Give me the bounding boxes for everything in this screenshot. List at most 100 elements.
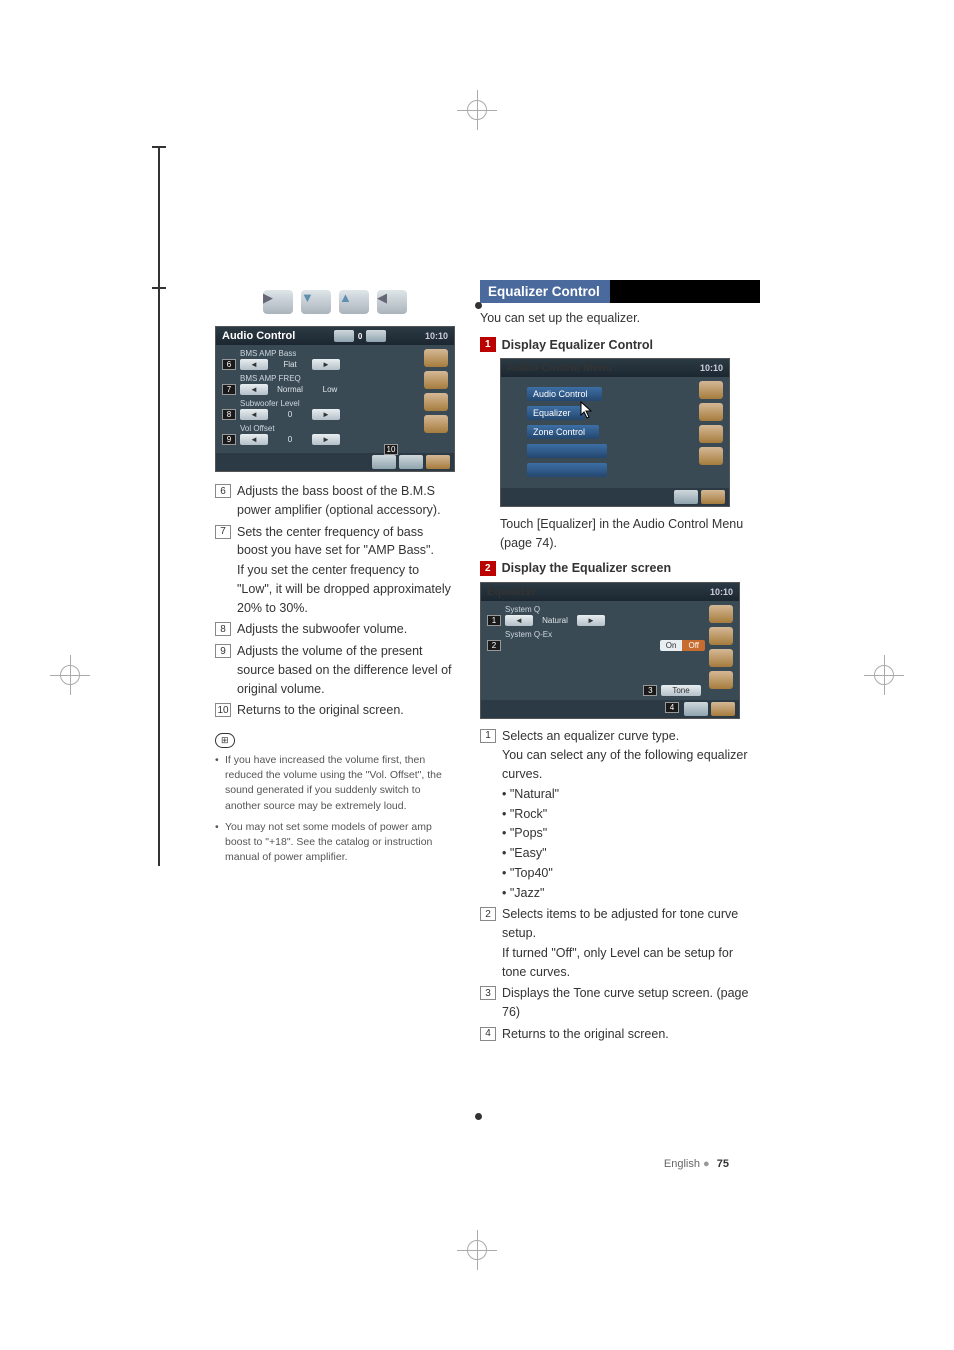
side-icon — [709, 671, 733, 689]
item-list: 1Selects an equalizer curve type. You ca… — [480, 727, 760, 1044]
equalizer-screenshot: Equalizer10:10 System Q 1◄Natural► Syste… — [480, 582, 740, 719]
item-text: Returns to the original screen. — [502, 1025, 760, 1044]
callout-badge: 8 — [222, 409, 236, 420]
side-icon — [424, 371, 448, 389]
registration-mark — [50, 655, 90, 695]
header-label: 0 — [358, 332, 362, 341]
value-display: Flat — [272, 360, 308, 369]
step-header: 2 Display the Equalizer screen — [480, 561, 760, 576]
value-display: 0 — [272, 435, 308, 444]
toggle: OnOff — [660, 640, 705, 651]
up-arrow-icon: ▲ — [339, 290, 369, 314]
bullet-item: • "Top40" — [480, 864, 760, 883]
callout-badge: 6 — [222, 359, 236, 370]
side-icon — [424, 393, 448, 411]
side-icon — [709, 627, 733, 645]
bullet-item: • "Natural" — [480, 785, 760, 804]
ss-row: BMS AMP FREQ 7◄NormalLow — [222, 374, 420, 395]
page: ▶ ▼ ▲ ◀ Audio Control 0 10:10 BMS AMP Ba… — [0, 0, 954, 1350]
left-arrow-btn: ◄ — [505, 615, 533, 626]
value-display: Natural — [537, 616, 573, 625]
value-display: Low — [312, 385, 348, 394]
left-column: ▶ ▼ ▲ ◀ Audio Control 0 10:10 BMS AMP Ba… — [215, 290, 455, 872]
next-page-icon: ▶ — [263, 290, 293, 314]
item-list: 6 Adjusts the bass boost of the B.M.S pow… — [215, 482, 455, 720]
footer-btn — [711, 702, 735, 716]
bullet-item: • "Easy" — [480, 844, 760, 863]
note-item: You may not set some models of power amp… — [215, 820, 455, 866]
item-text: Returns to the original screen. — [237, 701, 455, 720]
header-btn — [334, 330, 354, 342]
item-text: Adjusts the volume of the present source… — [237, 642, 455, 698]
item-num: 3 — [480, 986, 496, 1000]
callout-badge: 2 — [487, 640, 501, 651]
clock-label: 10:10 — [700, 363, 723, 373]
ss-row: Subwoofer Level 8◄0► — [222, 399, 420, 420]
page-number: English ● 75 — [664, 1158, 729, 1170]
audio-control-screenshot: Audio Control 0 10:10 BMS AMP Bass 6◄Fla… — [215, 326, 455, 472]
page-num-value: 75 — [717, 1158, 729, 1170]
item-num: 4 — [480, 1027, 496, 1041]
item-num: 10 — [215, 703, 231, 717]
item-subtext: If you set the center frequency to "Low"… — [215, 561, 455, 617]
prev-page-icon: ◀ — [377, 290, 407, 314]
callout-badge: 10 — [384, 444, 398, 455]
bullet-item: • "Pops" — [480, 824, 760, 843]
toggle-on: On — [660, 640, 683, 651]
menu-item-empty — [527, 444, 607, 458]
item-num: 7 — [215, 525, 231, 539]
ss-row: BMS AMP Bass 6◄Flat► — [222, 349, 420, 370]
row-label: System Q-Ex — [487, 630, 705, 639]
step-title: Display Equalizer Control — [502, 338, 653, 352]
section-title: Equalizer Control — [480, 280, 610, 303]
footer-btn — [684, 702, 708, 716]
menu-item: Equalizer — [527, 406, 585, 420]
footer-btn — [701, 490, 725, 504]
left-arrow-btn: ◄ — [240, 409, 268, 420]
audio-menu-screenshot: Audio Control Menu10:10 Audio Control Eq… — [500, 358, 730, 507]
row-label: System Q — [487, 605, 705, 614]
left-arrow-btn: ◄ — [240, 434, 268, 445]
margin-tick — [152, 146, 166, 148]
side-icon — [709, 605, 733, 623]
right-column: Equalizer Control You can set up the equ… — [480, 280, 760, 1047]
margin-guide — [158, 146, 160, 866]
ss-header: Audio Control 0 10:10 — [216, 327, 454, 345]
item-text: Adjusts the subwoofer volume. — [237, 620, 455, 639]
item-subtext: If turned "Off", only Level can be setup… — [480, 944, 760, 982]
nav-arrow-row: ▶ ▼ ▲ ◀ — [215, 290, 455, 314]
footer-btn — [399, 455, 423, 469]
ss-title: Audio Control — [222, 330, 295, 342]
note-icon: ⊞ — [215, 733, 235, 748]
callout-badge: 7 — [222, 384, 236, 395]
item-text: Selects items to be adjusted for tone cu… — [502, 905, 760, 943]
right-arrow-btn: ► — [312, 409, 340, 420]
side-icon — [424, 415, 448, 433]
footer-btn — [674, 490, 698, 504]
side-icon — [709, 649, 733, 667]
menu-item-empty — [527, 463, 607, 477]
section-dot — [475, 1113, 482, 1120]
tone-button: Tone — [661, 685, 701, 696]
right-arrow-btn: ► — [312, 359, 340, 370]
side-icon — [699, 447, 723, 465]
item-text: Adjusts the bass boost of the B.M.S powe… — [237, 482, 455, 520]
registration-mark — [457, 1230, 497, 1270]
section-intro: You can set up the equalizer. — [480, 311, 760, 325]
side-icon — [699, 403, 723, 421]
item-num: 9 — [215, 644, 231, 658]
item-num: 2 — [480, 907, 496, 921]
callout-badge: 3 — [643, 685, 657, 696]
item-num: 6 — [215, 484, 231, 498]
clock-label: 10:10 — [425, 331, 448, 341]
row-label: Vol Offset — [222, 424, 420, 433]
ss-row: Vol Offset 9◄0► — [222, 424, 420, 445]
menu-item: Zone Control — [527, 425, 599, 439]
footer-btn — [372, 455, 396, 469]
ss-title: Audio Control Menu — [507, 362, 612, 374]
item-text: Selects an equalizer curve type. — [502, 727, 760, 746]
item-text: Sets the center frequency of bass boost … — [237, 523, 455, 561]
item-subtext: You can select any of the following equa… — [480, 746, 760, 784]
callout-badge: 4 — [665, 702, 679, 713]
step-header: 1 Display Equalizer Control — [480, 337, 760, 352]
